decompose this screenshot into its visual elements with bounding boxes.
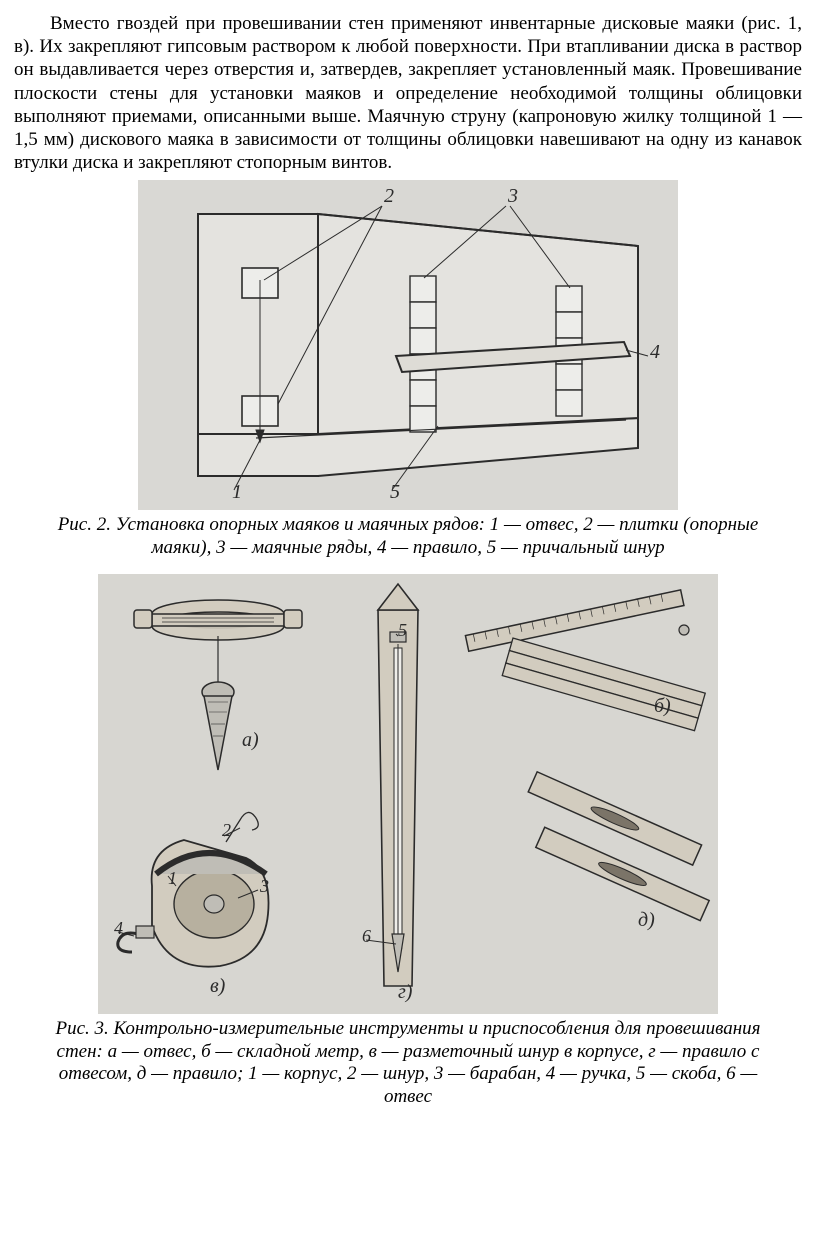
svg-text:5: 5 bbox=[398, 620, 407, 640]
svg-text:5: 5 bbox=[390, 481, 400, 503]
svg-text:3: 3 bbox=[507, 185, 518, 207]
svg-text:1: 1 bbox=[168, 868, 177, 888]
svg-text:6: 6 bbox=[362, 926, 371, 946]
svg-text:д): д) bbox=[638, 909, 655, 931]
svg-text:3: 3 bbox=[259, 876, 269, 896]
svg-text:2: 2 bbox=[222, 820, 231, 840]
svg-text:4: 4 bbox=[650, 341, 660, 363]
body-paragraph: Вместо гвоздей при провешивании стен при… bbox=[14, 12, 802, 174]
figure-3: а) б) в) г) д) 1 2 3 4 5 6 bbox=[14, 574, 802, 1014]
svg-text:в): в) bbox=[210, 975, 226, 997]
figure-3-caption: Рис. 3. Контрольно-измерительные инструм… bbox=[38, 1018, 778, 1109]
svg-text:1: 1 bbox=[232, 481, 242, 503]
svg-text:б): б) bbox=[654, 695, 671, 717]
figure-2: 1 2 3 4 5 bbox=[14, 180, 802, 510]
svg-text:а): а) bbox=[242, 729, 259, 751]
svg-text:4: 4 bbox=[114, 918, 123, 938]
figure-2-caption: Рис. 2. Установка опорных маяков и маячн… bbox=[38, 514, 778, 560]
svg-text:2: 2 bbox=[384, 185, 394, 207]
svg-text:г): г) bbox=[398, 981, 413, 1003]
